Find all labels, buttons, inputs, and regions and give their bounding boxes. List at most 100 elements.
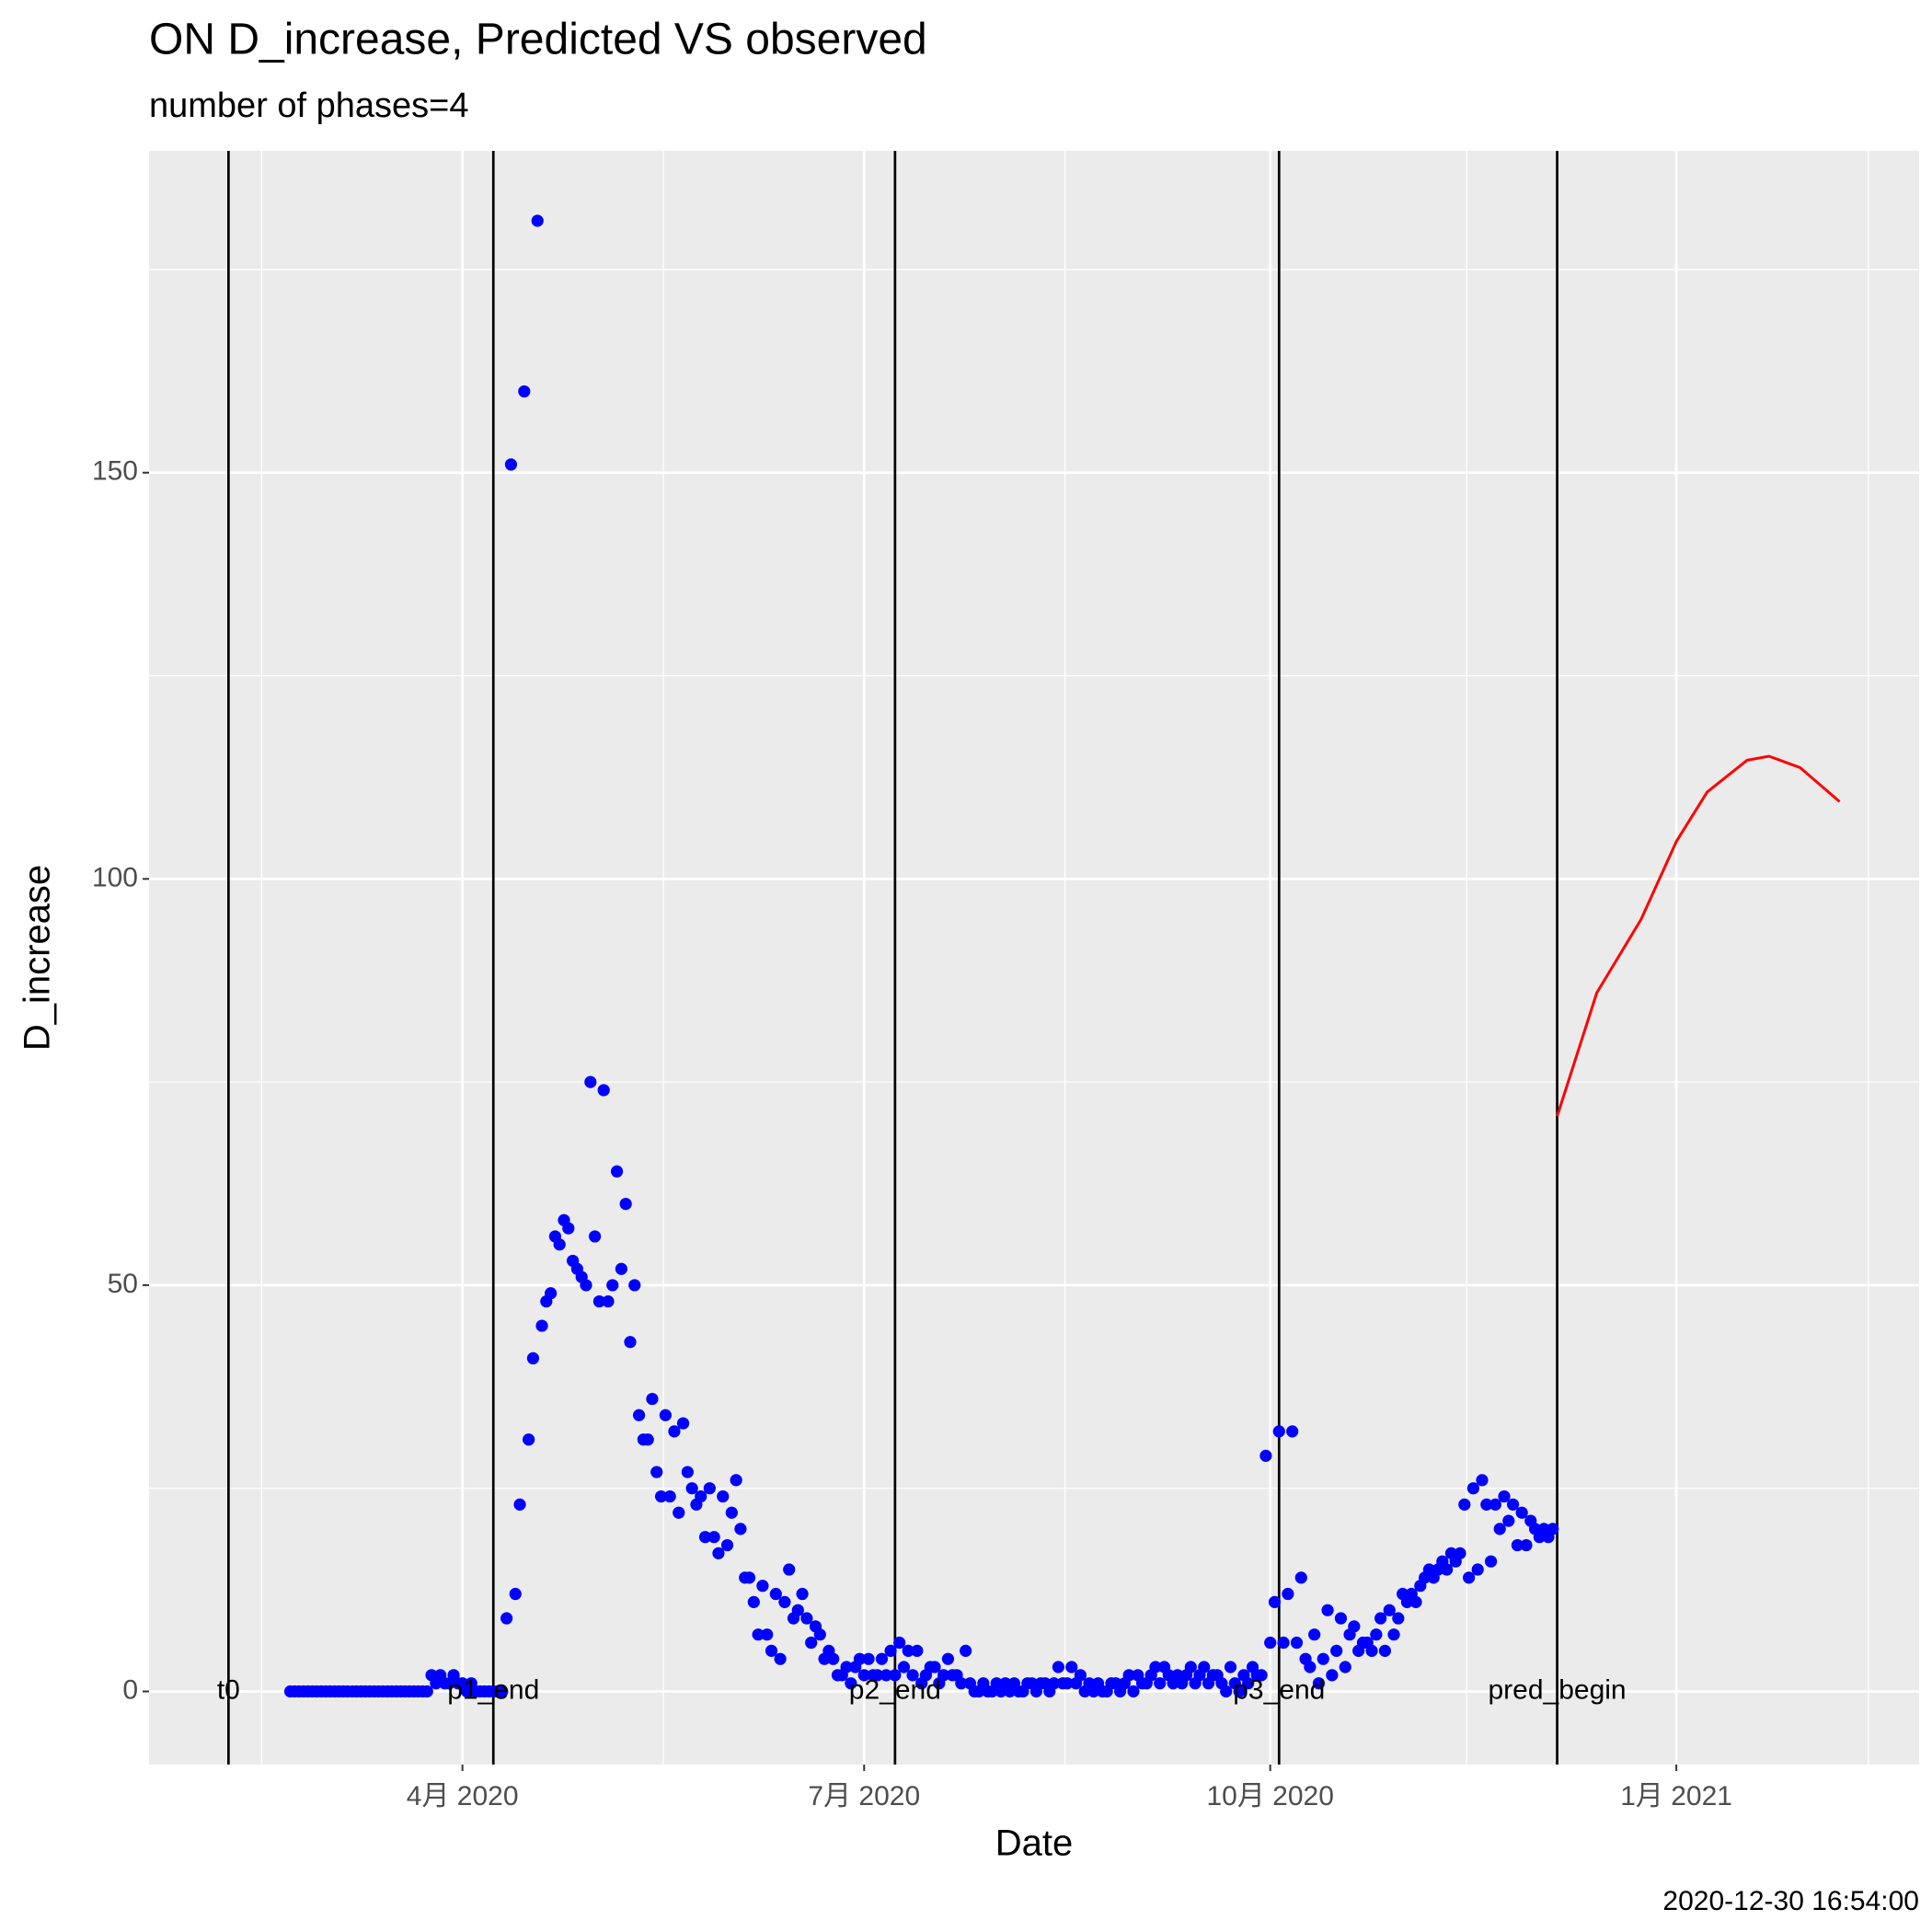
observed-point	[1047, 1677, 1061, 1690]
observed-point	[1304, 1661, 1317, 1673]
observed-point	[1321, 1604, 1334, 1616]
observed-point	[562, 1222, 575, 1235]
observed-point	[1463, 1571, 1476, 1584]
observed-point	[761, 1628, 774, 1641]
phase-label: p3_end	[1233, 1674, 1325, 1705]
observed-point	[725, 1506, 738, 1519]
observed-point	[1378, 1644, 1392, 1657]
observed-point	[902, 1644, 914, 1657]
observed-point	[1198, 1661, 1211, 1673]
observed-point	[941, 1652, 955, 1665]
observed-point	[1290, 1636, 1304, 1650]
observed-point	[1506, 1498, 1520, 1511]
observed-point	[796, 1587, 809, 1601]
chart-subtitle: number of phases=4	[149, 86, 469, 125]
observed-point	[955, 1677, 968, 1690]
observed-point	[1282, 1587, 1294, 1601]
observed-point	[845, 1677, 857, 1690]
observed-point	[602, 1294, 615, 1308]
y-axis-title: D_increase	[17, 865, 58, 1051]
observed-point	[800, 1612, 813, 1625]
observed-point	[911, 1644, 924, 1657]
y-tick-label: 150	[92, 456, 138, 487]
observed-point	[707, 1531, 720, 1544]
observed-point	[1122, 1669, 1135, 1682]
observed-point	[928, 1661, 941, 1673]
observed-point	[513, 1498, 526, 1511]
observed-point	[889, 1669, 902, 1682]
observed-point	[1502, 1514, 1515, 1527]
observed-point	[884, 1644, 897, 1657]
observed-point	[659, 1409, 672, 1421]
observed-point	[1365, 1644, 1378, 1657]
observed-point	[765, 1644, 778, 1657]
x-axis-title: Date	[995, 1823, 1074, 1864]
observed-point	[1520, 1538, 1533, 1552]
observed-point	[597, 1084, 610, 1097]
observed-point	[641, 1433, 654, 1446]
observed-point	[1149, 1661, 1162, 1673]
observed-point	[509, 1587, 522, 1601]
y-tick-label: 50	[108, 1269, 138, 1299]
predicted-line	[1556, 754, 1841, 1117]
observed-point	[1511, 1538, 1524, 1552]
observed-point	[1224, 1661, 1237, 1673]
observed-point	[1154, 1677, 1167, 1690]
observed-point	[857, 1669, 870, 1682]
observed-point	[695, 1489, 707, 1503]
observed-point	[871, 1669, 884, 1682]
chart-title: ON D_increase, Predicted VS observed	[149, 16, 927, 64]
observed-point	[606, 1279, 619, 1292]
observed-point	[1498, 1489, 1511, 1503]
observed-point	[1308, 1628, 1321, 1641]
observed-point	[592, 1294, 605, 1308]
observed-point	[650, 1466, 663, 1478]
observed-point	[703, 1482, 716, 1495]
y-tick-label: 0	[122, 1674, 138, 1705]
phase-label: t0	[217, 1674, 240, 1705]
observed-point	[893, 1636, 906, 1650]
observed-point	[769, 1587, 782, 1601]
observed-point	[1454, 1547, 1466, 1559]
observed-point	[531, 214, 544, 227]
observed-point	[1272, 1425, 1285, 1438]
observed-point	[676, 1417, 690, 1430]
observed-point	[1268, 1595, 1282, 1608]
x-tick-label: 7月 2020	[808, 1781, 920, 1811]
observed-point	[615, 1262, 627, 1275]
observed-point	[747, 1595, 760, 1608]
observed-point	[496, 1685, 509, 1698]
observed-point	[906, 1669, 919, 1682]
observed-point	[1312, 1677, 1326, 1690]
x-tick-label: 1月 2021	[1620, 1781, 1732, 1811]
observed-point	[553, 1238, 566, 1251]
observed-point	[1484, 1555, 1498, 1568]
observed-point	[588, 1230, 602, 1243]
observed-point	[960, 1644, 972, 1657]
observed-point	[1466, 1482, 1480, 1495]
observed-point	[685, 1482, 698, 1495]
observed-point	[500, 1612, 513, 1625]
observed-point	[1348, 1620, 1361, 1633]
observed-point	[1259, 1449, 1272, 1462]
observed-point	[420, 1685, 433, 1698]
observed-point	[1471, 1563, 1484, 1576]
observed-point	[1184, 1661, 1197, 1673]
observed-point	[526, 1351, 540, 1365]
observed-point	[752, 1628, 765, 1641]
observed-point	[1065, 1661, 1078, 1673]
y-tick-label: 100	[92, 862, 138, 892]
observed-point	[1409, 1595, 1422, 1608]
observed-point	[545, 1287, 558, 1300]
observed-point	[1074, 1669, 1087, 1682]
observed-point	[1493, 1523, 1506, 1535]
observed-point	[742, 1571, 756, 1584]
observed-point	[619, 1198, 632, 1211]
x-tick-label: 4月 2020	[407, 1781, 519, 1811]
observed-point	[646, 1392, 659, 1406]
observed-point	[580, 1279, 592, 1292]
observed-point	[1547, 1523, 1559, 1535]
observed-point	[840, 1661, 853, 1673]
observed-point	[774, 1652, 787, 1665]
observed-point	[783, 1563, 796, 1576]
